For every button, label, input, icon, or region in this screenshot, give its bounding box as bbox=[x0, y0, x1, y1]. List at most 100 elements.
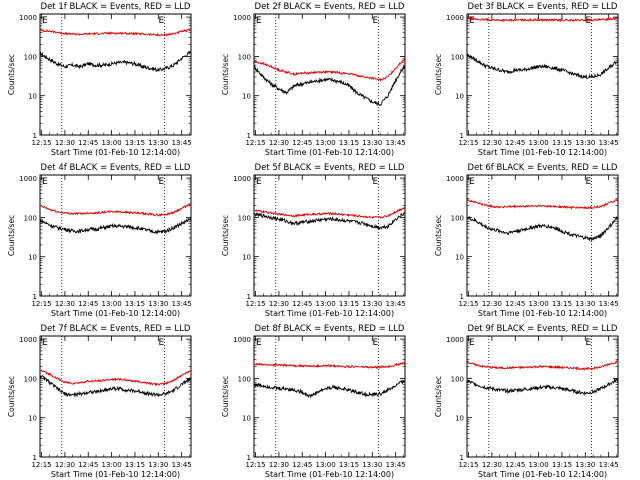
plot-title: Det 5f BLACK = Events, RED = LLD bbox=[255, 163, 405, 173]
x-tick-label: 13:30 bbox=[148, 139, 168, 147]
plot-title: Det 6f BLACK = Events, RED = LLD bbox=[468, 163, 618, 173]
x-tick-label: 12:45 bbox=[505, 461, 525, 469]
plot-frame bbox=[39, 174, 192, 297]
y-tick-label: 10 bbox=[242, 254, 251, 262]
event-marker: E bbox=[373, 177, 379, 187]
x-tick-label: 12:15 bbox=[458, 300, 478, 308]
event-marker: E bbox=[42, 338, 48, 348]
x-tick-label: 13:45 bbox=[599, 461, 619, 469]
y-tick-label: 1000 bbox=[233, 175, 251, 183]
x-tick-label: 12:15 bbox=[245, 461, 265, 469]
y-tick-label: 10 bbox=[242, 415, 251, 423]
lld-series-line bbox=[466, 198, 619, 210]
events-series-line bbox=[39, 50, 192, 73]
event-marker: E bbox=[373, 338, 379, 348]
events-series-line bbox=[466, 377, 619, 396]
event-marker: E bbox=[256, 338, 262, 348]
x-tick-label: 13:45 bbox=[386, 461, 406, 469]
x-axis-label: Start Time (01-Feb-10 12:14:00) bbox=[265, 148, 394, 157]
y-tick-label: 1000 bbox=[233, 14, 251, 22]
y-tick-label: 10 bbox=[28, 415, 37, 423]
detector-panel: Det 7f BLACK = Events, RED = LLD 1 10 100 10… bbox=[7, 324, 192, 479]
detector-panel: Det 3f BLACK = Events, RED = LLD 1 10 100 10… bbox=[434, 2, 619, 157]
x-tick-label: 12:15 bbox=[458, 461, 478, 469]
x-tick-label: 12:30 bbox=[482, 461, 502, 469]
y-tick-label: 1 bbox=[33, 293, 37, 301]
lld-series-line bbox=[39, 203, 192, 217]
event-marker: E bbox=[469, 338, 475, 348]
y-tick-label: 10 bbox=[28, 254, 37, 262]
y-tick-label: 1 bbox=[460, 454, 464, 462]
y-tick-label: 10 bbox=[455, 254, 464, 262]
detector-panel: Det 8f BLACK = Events, RED = LLD 1 10 100 10… bbox=[221, 324, 406, 479]
y-tick-label: 1000 bbox=[19, 14, 37, 22]
x-tick-label: 12:45 bbox=[505, 139, 525, 147]
x-axis-label: Start Time (01-Feb-10 12:14:00) bbox=[265, 470, 394, 479]
x-tick-label: 13:30 bbox=[148, 461, 168, 469]
events-series-line bbox=[253, 211, 406, 231]
x-tick-label: 12:15 bbox=[245, 300, 265, 308]
x-tick-label: 13:15 bbox=[125, 461, 145, 469]
x-tick-label: 12:45 bbox=[78, 461, 98, 469]
y-axis-label: Counts/sec bbox=[221, 376, 230, 417]
event-marker: E bbox=[256, 177, 262, 187]
y-axis-label: Counts/sec bbox=[434, 376, 443, 417]
x-tick-label: 12:45 bbox=[292, 461, 312, 469]
plot-title: Det 3f BLACK = Events, RED = LLD bbox=[468, 2, 618, 12]
detector-panel: Det 2f BLACK = Events, RED = LLD 1 10 100 10… bbox=[221, 2, 406, 157]
y-axis-label: Counts/sec bbox=[7, 215, 16, 256]
plot-frame bbox=[39, 13, 192, 136]
x-tick-label: 13:15 bbox=[339, 139, 359, 147]
lld-series-line bbox=[466, 360, 619, 371]
x-axis-label: Start Time (01-Feb-10 12:14:00) bbox=[478, 309, 607, 318]
event-marker: E bbox=[256, 16, 262, 26]
x-tick-label: 13:00 bbox=[316, 139, 336, 147]
plot-title: Det 2f BLACK = Events, RED = LLD bbox=[255, 2, 405, 12]
plot-title: Det 7f BLACK = Events, RED = LLD bbox=[41, 324, 191, 334]
y-tick-label: 10 bbox=[242, 93, 251, 101]
x-tick-label: 12:15 bbox=[31, 139, 51, 147]
events-series-line bbox=[466, 215, 619, 242]
x-tick-label: 12:30 bbox=[482, 139, 502, 147]
plot-title: Det 9f BLACK = Events, RED = LLD bbox=[468, 324, 618, 334]
y-tick-label: 10 bbox=[28, 93, 37, 101]
x-tick-label: 12:45 bbox=[292, 300, 312, 308]
lld-series-line bbox=[39, 28, 192, 37]
y-tick-label: 100 bbox=[238, 375, 251, 383]
x-tick-label: 12:45 bbox=[292, 139, 312, 147]
x-tick-label: 13:45 bbox=[172, 461, 192, 469]
event-marker: E bbox=[42, 177, 48, 187]
x-tick-label: 13:00 bbox=[529, 461, 549, 469]
y-tick-label: 1 bbox=[33, 454, 37, 462]
event-marker: E bbox=[373, 16, 379, 26]
y-tick-label: 1000 bbox=[446, 14, 464, 22]
y-tick-label: 10 bbox=[455, 93, 464, 101]
event-marker: E bbox=[159, 16, 165, 26]
y-tick-label: 1000 bbox=[446, 336, 464, 344]
y-tick-label: 100 bbox=[24, 375, 37, 383]
plot-frame bbox=[466, 13, 619, 136]
event-marker: E bbox=[586, 338, 592, 348]
x-tick-label: 13:30 bbox=[575, 461, 595, 469]
detector-panel: Det 1f BLACK = Events, RED = LLD 1 10 100 10… bbox=[7, 2, 192, 157]
plot-frame bbox=[253, 335, 406, 458]
x-tick-label: 12:30 bbox=[55, 300, 75, 308]
x-tick-label: 13:15 bbox=[552, 300, 572, 308]
x-tick-label: 12:30 bbox=[269, 300, 289, 308]
x-tick-label: 13:30 bbox=[362, 300, 382, 308]
plot-frame bbox=[39, 335, 192, 458]
x-tick-label: 13:00 bbox=[529, 300, 549, 308]
x-tick-label: 12:30 bbox=[55, 461, 75, 469]
x-tick-label: 13:30 bbox=[575, 139, 595, 147]
x-tick-label: 13:00 bbox=[316, 461, 336, 469]
x-tick-label: 12:45 bbox=[505, 300, 525, 308]
y-axis-label: Counts/sec bbox=[7, 54, 16, 95]
plot-title: Det 1f BLACK = Events, RED = LLD bbox=[41, 2, 191, 12]
detector-panel: Det 6f BLACK = Events, RED = LLD 1 10 100 10… bbox=[434, 163, 619, 318]
x-tick-label: 13:30 bbox=[148, 300, 168, 308]
x-axis-label: Start Time (01-Feb-10 12:14:00) bbox=[478, 148, 607, 157]
x-tick-label: 13:45 bbox=[386, 139, 406, 147]
x-tick-label: 13:15 bbox=[339, 300, 359, 308]
x-tick-label: 13:45 bbox=[172, 139, 192, 147]
